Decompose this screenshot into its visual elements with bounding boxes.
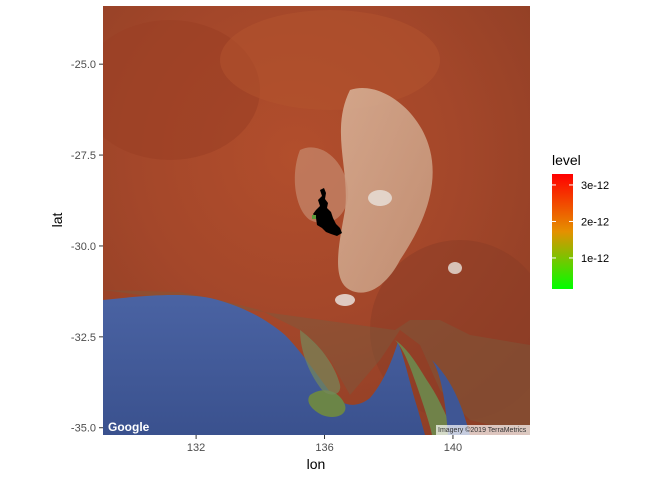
y-tick-label: -32.5 — [71, 332, 96, 344]
region-point — [312, 215, 316, 219]
y-tick-label: -25.0 — [71, 59, 96, 71]
y-tick-label: -27.5 — [71, 150, 96, 162]
x-tick-label: 136 — [315, 442, 333, 454]
region-polygon — [313, 188, 342, 236]
highlighted-region — [312, 188, 342, 236]
y-axis-title: lat — [49, 213, 65, 228]
satellite-basemap — [103, 6, 530, 435]
y-tick-label: -30.0 — [71, 241, 96, 253]
y-axis: -25.0 -27.5 -30.0 -32.5 -35.0 — [71, 59, 103, 435]
imagery-attribution: Imagery ©2019 TerraMetrics — [438, 426, 527, 434]
legend-break-label: 2e-12 — [581, 216, 609, 228]
legend-break-label: 3e-12 — [581, 180, 609, 192]
legend-title: level — [552, 152, 581, 168]
legend-colorbar — [552, 174, 573, 289]
x-axis: 132 136 140 — [187, 435, 462, 454]
salt-lake-region — [338, 88, 433, 293]
legend-break-label: 1e-12 — [581, 253, 609, 265]
x-tick-label: 140 — [444, 442, 462, 454]
legend: level 1e-12 2e-12 3e-12 — [552, 152, 609, 289]
peninsula — [395, 340, 455, 435]
y-tick-label: -35.0 — [71, 423, 96, 435]
x-axis-title: lon — [307, 456, 326, 472]
google-logo: Google — [108, 420, 150, 434]
x-tick-label: 132 — [187, 442, 205, 454]
southern-ocean — [103, 294, 425, 435]
